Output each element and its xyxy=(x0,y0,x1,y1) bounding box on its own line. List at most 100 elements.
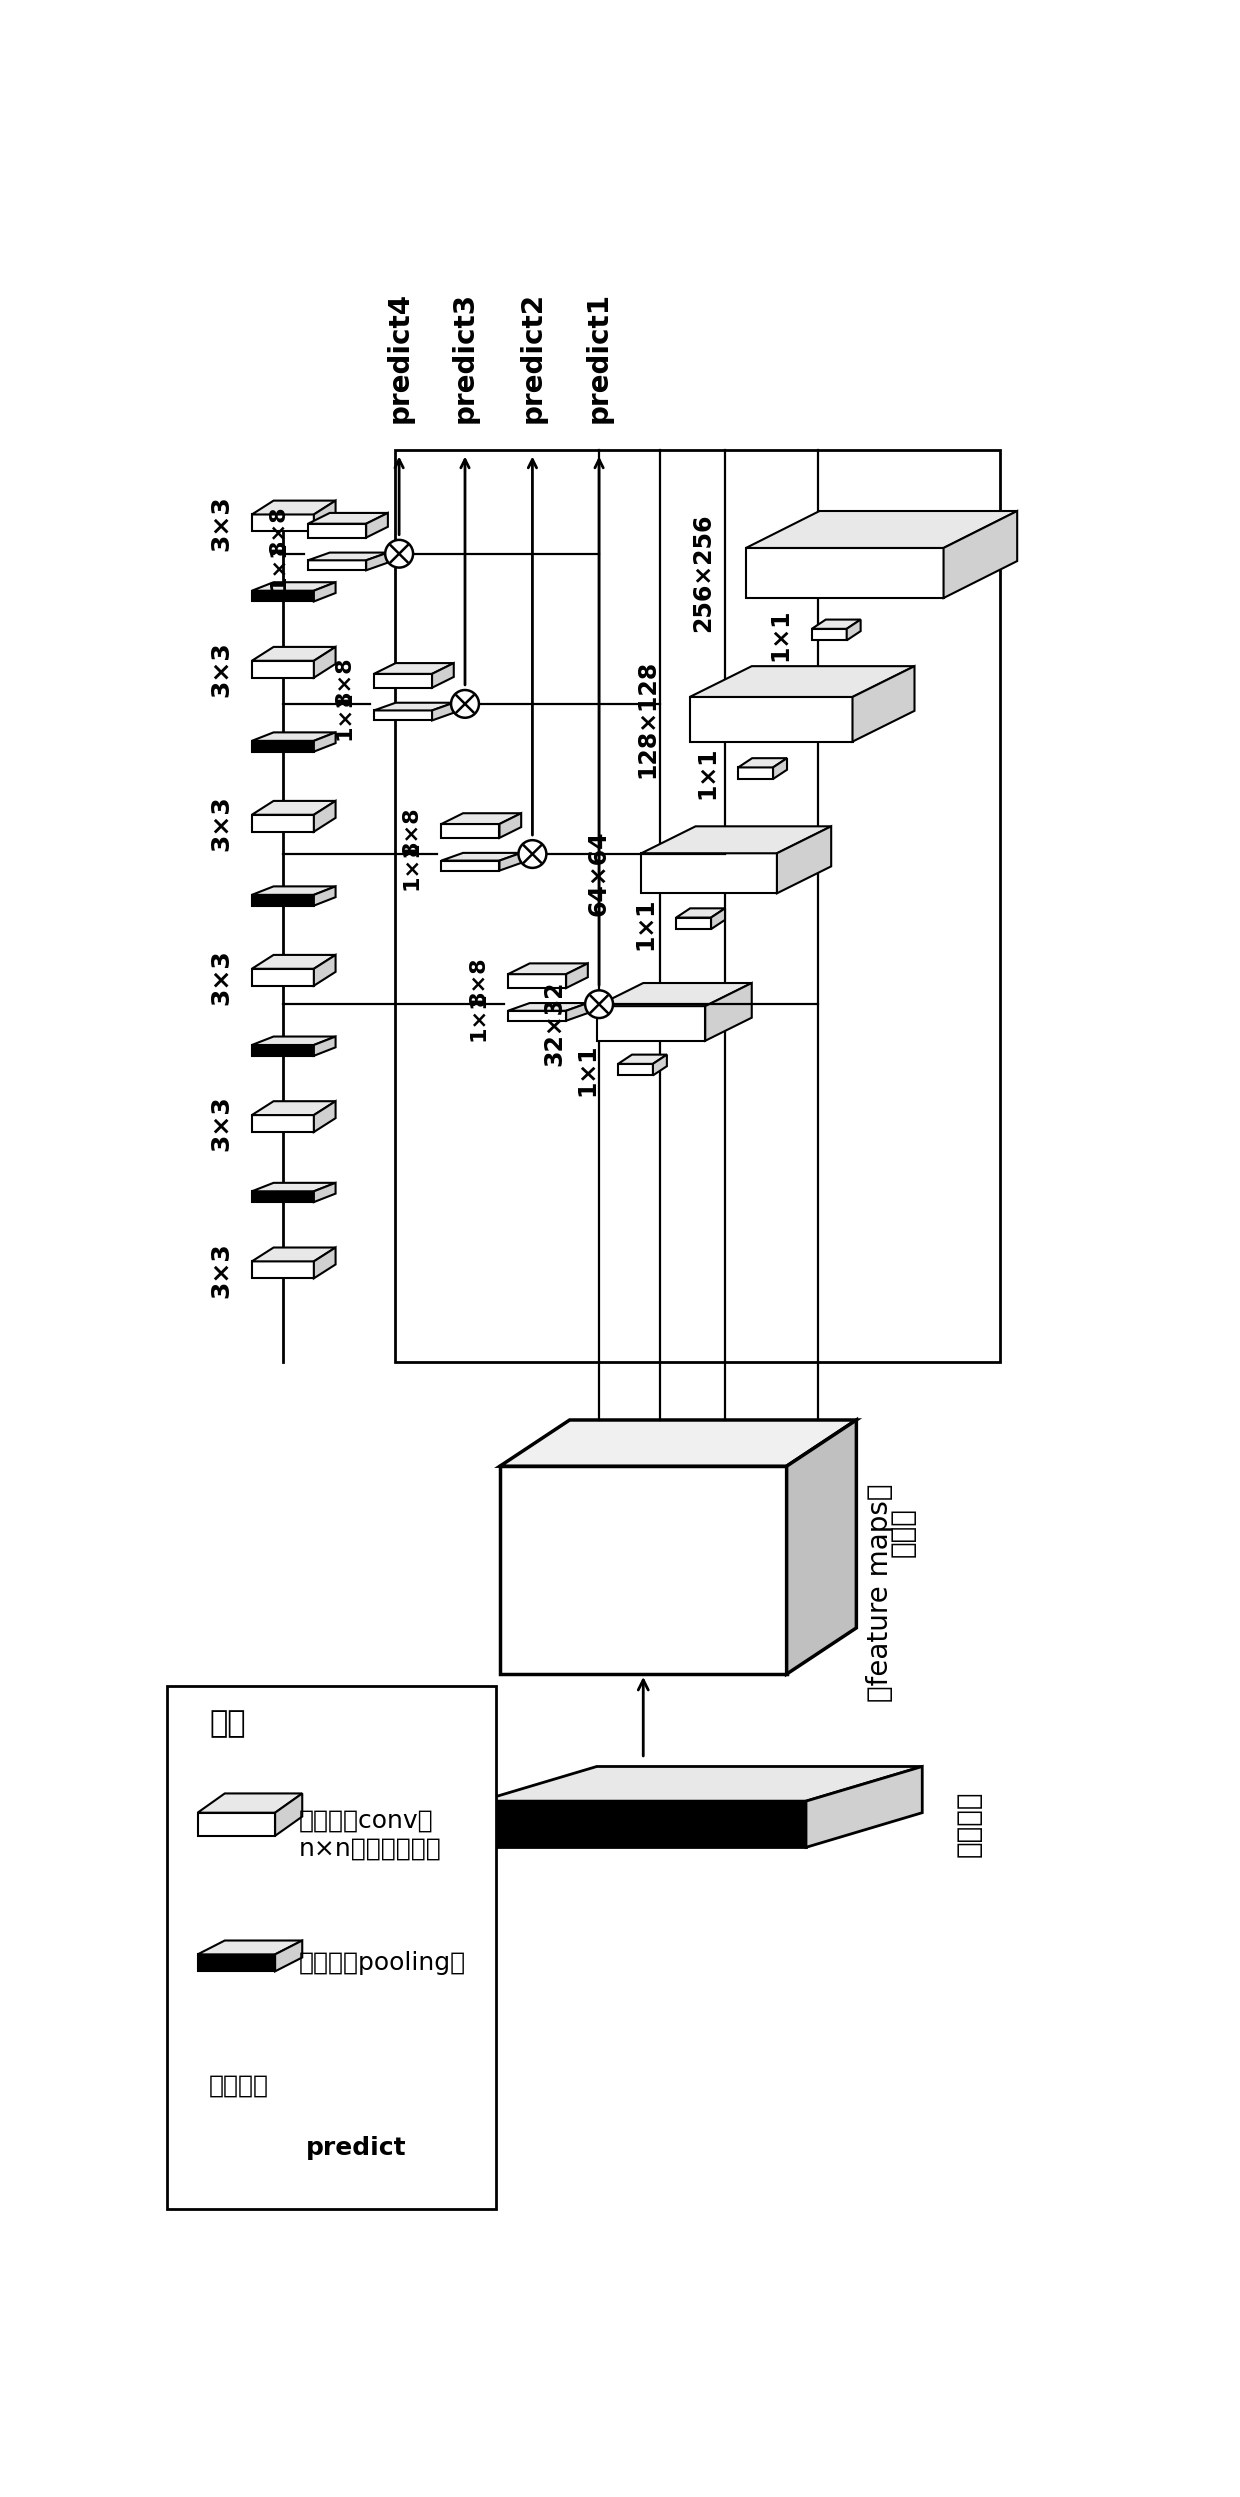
Bar xyxy=(166,1685,496,2210)
Polygon shape xyxy=(653,1054,667,1076)
Polygon shape xyxy=(252,582,336,592)
Polygon shape xyxy=(252,1248,336,1261)
Polygon shape xyxy=(252,814,314,832)
Polygon shape xyxy=(676,909,725,916)
Polygon shape xyxy=(314,1036,336,1056)
Polygon shape xyxy=(252,954,336,969)
Polygon shape xyxy=(252,742,314,752)
Text: 8×8: 8×8 xyxy=(402,807,422,856)
Polygon shape xyxy=(197,1793,303,1813)
Polygon shape xyxy=(689,667,915,697)
Polygon shape xyxy=(252,1046,314,1056)
Polygon shape xyxy=(508,964,588,974)
Text: 3×3: 3×3 xyxy=(208,494,233,552)
Polygon shape xyxy=(689,697,853,742)
Polygon shape xyxy=(308,552,388,559)
Polygon shape xyxy=(252,894,314,906)
Text: 1×1: 1×1 xyxy=(769,609,792,662)
Polygon shape xyxy=(314,802,336,832)
Text: 256×256: 256×256 xyxy=(692,514,715,632)
Text: predict2: predict2 xyxy=(518,292,547,422)
Polygon shape xyxy=(252,662,314,677)
Polygon shape xyxy=(197,1955,275,1970)
Text: 1×1: 1×1 xyxy=(634,896,657,949)
Polygon shape xyxy=(508,1004,588,1011)
Polygon shape xyxy=(432,702,454,722)
Polygon shape xyxy=(567,1004,588,1021)
Text: 图例: 图例 xyxy=(210,1710,246,1738)
Text: 8×8: 8×8 xyxy=(469,956,489,1006)
Text: 32×32: 32×32 xyxy=(542,981,567,1066)
Polygon shape xyxy=(314,732,336,752)
Polygon shape xyxy=(441,854,521,861)
Text: predict: predict xyxy=(306,2135,407,2160)
Text: 1×1: 1×1 xyxy=(269,539,289,589)
Text: 3×3: 3×3 xyxy=(208,1241,233,1298)
Polygon shape xyxy=(252,1116,314,1131)
Polygon shape xyxy=(308,512,388,524)
Polygon shape xyxy=(641,827,831,854)
Text: 1×1: 1×1 xyxy=(696,747,719,799)
Polygon shape xyxy=(432,664,454,687)
Polygon shape xyxy=(812,629,847,639)
Polygon shape xyxy=(374,702,454,712)
Polygon shape xyxy=(314,954,336,986)
Polygon shape xyxy=(738,767,773,779)
Polygon shape xyxy=(746,512,1017,547)
Polygon shape xyxy=(746,547,944,597)
Text: 输入图像: 输入图像 xyxy=(955,1790,983,1858)
Polygon shape xyxy=(374,664,454,674)
Text: 64×64: 64×64 xyxy=(587,832,610,916)
Polygon shape xyxy=(773,759,787,779)
Polygon shape xyxy=(314,886,336,906)
Text: predict3: predict3 xyxy=(451,292,479,422)
Polygon shape xyxy=(500,1421,857,1466)
Text: 3×3: 3×3 xyxy=(208,797,233,851)
Polygon shape xyxy=(567,964,588,989)
Bar xyxy=(396,449,999,1363)
Polygon shape xyxy=(366,512,388,537)
Text: 池化层（pooling）: 池化层（pooling） xyxy=(299,1950,465,1975)
Polygon shape xyxy=(500,814,521,839)
Text: 预测输出: 预测输出 xyxy=(210,2075,269,2097)
Polygon shape xyxy=(252,592,314,602)
Text: 3×3: 3×3 xyxy=(208,1096,233,1151)
Polygon shape xyxy=(308,559,366,569)
Polygon shape xyxy=(847,619,861,639)
Text: 128×128: 128×128 xyxy=(635,659,660,779)
Polygon shape xyxy=(500,1466,786,1673)
Polygon shape xyxy=(738,759,787,767)
Polygon shape xyxy=(596,984,751,1006)
Polygon shape xyxy=(314,582,336,602)
Polygon shape xyxy=(314,1184,336,1201)
Polygon shape xyxy=(596,1006,706,1041)
Polygon shape xyxy=(275,1940,303,1970)
Text: 卷积层（conv）
n×n为卷积核大小: 卷积层（conv） n×n为卷积核大小 xyxy=(299,1808,441,1860)
Circle shape xyxy=(451,689,479,717)
Text: predict4: predict4 xyxy=(386,292,413,422)
Polygon shape xyxy=(252,1261,314,1278)
Polygon shape xyxy=(252,969,314,986)
Polygon shape xyxy=(252,1191,314,1201)
Polygon shape xyxy=(314,499,336,532)
Polygon shape xyxy=(711,909,725,929)
Polygon shape xyxy=(618,1054,667,1064)
Polygon shape xyxy=(441,824,500,839)
Polygon shape xyxy=(481,1800,806,1848)
Polygon shape xyxy=(441,861,500,871)
Polygon shape xyxy=(314,647,336,677)
Circle shape xyxy=(585,991,613,1019)
Polygon shape xyxy=(618,1064,653,1076)
Polygon shape xyxy=(812,619,861,629)
Polygon shape xyxy=(374,712,432,722)
Polygon shape xyxy=(374,674,432,687)
Polygon shape xyxy=(777,827,831,894)
Text: 1×1: 1×1 xyxy=(469,991,489,1041)
Polygon shape xyxy=(308,524,366,537)
Polygon shape xyxy=(252,802,336,814)
Polygon shape xyxy=(314,1248,336,1278)
Circle shape xyxy=(386,539,413,567)
Polygon shape xyxy=(853,667,915,742)
Circle shape xyxy=(518,839,547,869)
Polygon shape xyxy=(366,552,388,569)
